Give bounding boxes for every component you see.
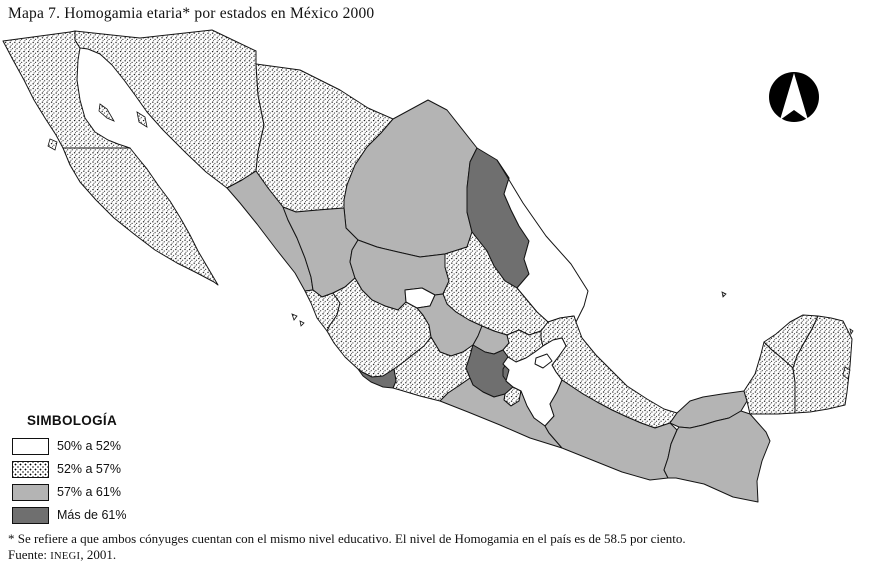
- legend-row-2: 57% a 61%: [12, 483, 126, 501]
- state-oaxaca: [544, 379, 678, 481]
- island: [98, 103, 115, 122]
- legend-row-0: 50% a 52%: [12, 437, 126, 455]
- state-quintana-roo: [792, 315, 853, 414]
- island: [849, 328, 854, 336]
- state-baja-california-sur: [62, 147, 219, 286]
- state-colima: [357, 368, 397, 389]
- legend-row-1: 52% a 57%: [12, 460, 126, 478]
- state-tlaxcala: [534, 353, 553, 369]
- footnote-line-2: Fuente: INEGI, 2001.: [8, 546, 117, 562]
- legend-title: SIMBOLOGÍA: [27, 413, 117, 428]
- north-arrow-icon: [769, 72, 819, 122]
- legend-label-3: Más de 61%: [57, 508, 127, 522]
- legend-swatch-2: [12, 483, 49, 501]
- state-chiapas: [663, 410, 771, 503]
- island: [291, 313, 298, 321]
- states-layer: [2, 29, 853, 503]
- footnote: * Se refiere a que ambos cónyuges cuenta…: [8, 531, 686, 564]
- legend-swatch-3: [12, 506, 49, 524]
- state-sonora: [74, 29, 265, 189]
- island: [299, 320, 305, 327]
- island: [47, 138, 58, 151]
- island: [136, 111, 148, 128]
- state-guerrero: [439, 377, 563, 449]
- islands-layer: [47, 103, 854, 380]
- legend-row-3: Más de 61%: [12, 506, 126, 524]
- footnote-line-1: * Se refiere a que ambos cónyuges cuenta…: [8, 531, 686, 546]
- island: [842, 366, 851, 380]
- legend: SIMBOLOGÍA 50% a 52% 52% a 57% 57% a 61%…: [12, 413, 126, 529]
- island: [721, 291, 727, 298]
- legend-label-1: 52% a 57%: [57, 462, 121, 476]
- legend-label-2: 57% a 61%: [57, 485, 121, 499]
- page-title: Mapa 7. Homogamia etaria* por estados en…: [8, 5, 375, 22]
- legend-swatch-1: [12, 460, 49, 478]
- legend-swatch-0: [12, 437, 49, 455]
- inegi-source: INEGI: [50, 550, 81, 562]
- legend-label-0: 50% a 52%: [57, 439, 121, 453]
